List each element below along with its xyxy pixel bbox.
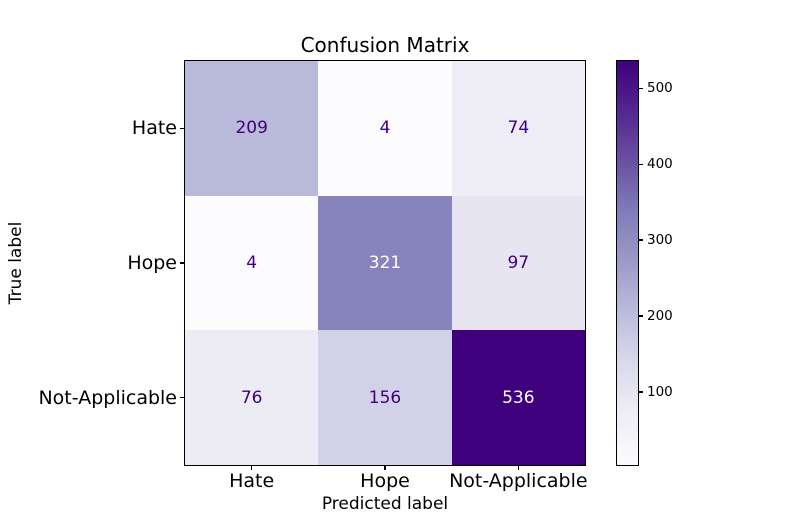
y-tick-label: Hope <box>127 252 177 274</box>
colorbar-tick-label: 400 <box>647 156 673 173</box>
y-tick-mark <box>180 396 184 399</box>
y-tick-label: Not-Applicable <box>38 386 177 409</box>
colorbar-tick-label: 100 <box>647 384 673 401</box>
colorbar-gradient <box>616 60 639 466</box>
colorbar-tick-mark <box>639 391 643 393</box>
colorbar-tick-mark <box>639 315 643 317</box>
colorbar-tick-label: 300 <box>647 232 673 249</box>
colorbar-tick-label: 200 <box>647 308 673 325</box>
y-tick-label: Hate <box>131 117 177 140</box>
y-tick-mark <box>180 127 184 130</box>
colorbar-tick-mark <box>639 87 643 90</box>
matrix-cell: 209 <box>185 61 319 196</box>
heatmap-plot: 209 4 74 4 321 97 76 156 536 <box>184 60 586 466</box>
matrix-cell: 4 <box>185 195 319 331</box>
matrix-cell: 97 <box>451 195 585 331</box>
matrix-cell: 321 <box>318 195 452 331</box>
colorbar-tick-mark <box>639 239 643 241</box>
x-tick-mark <box>250 466 253 470</box>
matrix-cell: 156 <box>318 330 452 465</box>
y-tick-mark <box>180 262 184 264</box>
matrix-cell: 76 <box>185 330 319 465</box>
matrix-grid: 209 4 74 4 321 97 76 156 536 <box>185 61 585 465</box>
colorbar-tick-label: 500 <box>647 80 673 97</box>
x-tick-label: Hope <box>360 470 410 492</box>
colorbar-tick-mark <box>639 163 643 166</box>
x-tick-mark <box>517 466 520 470</box>
matrix-cell: 536 <box>451 330 585 465</box>
x-axis-label: Predicted label <box>321 494 449 514</box>
chart-title: Confusion Matrix <box>300 33 470 57</box>
x-tick-label: Not-Applicable <box>449 470 588 492</box>
y-axis-label: True label <box>6 221 26 305</box>
x-tick-mark <box>384 466 386 470</box>
x-tick-label: Hate <box>229 470 275 492</box>
matrix-cell: 74 <box>451 61 585 196</box>
matrix-cell: 4 <box>318 61 452 196</box>
